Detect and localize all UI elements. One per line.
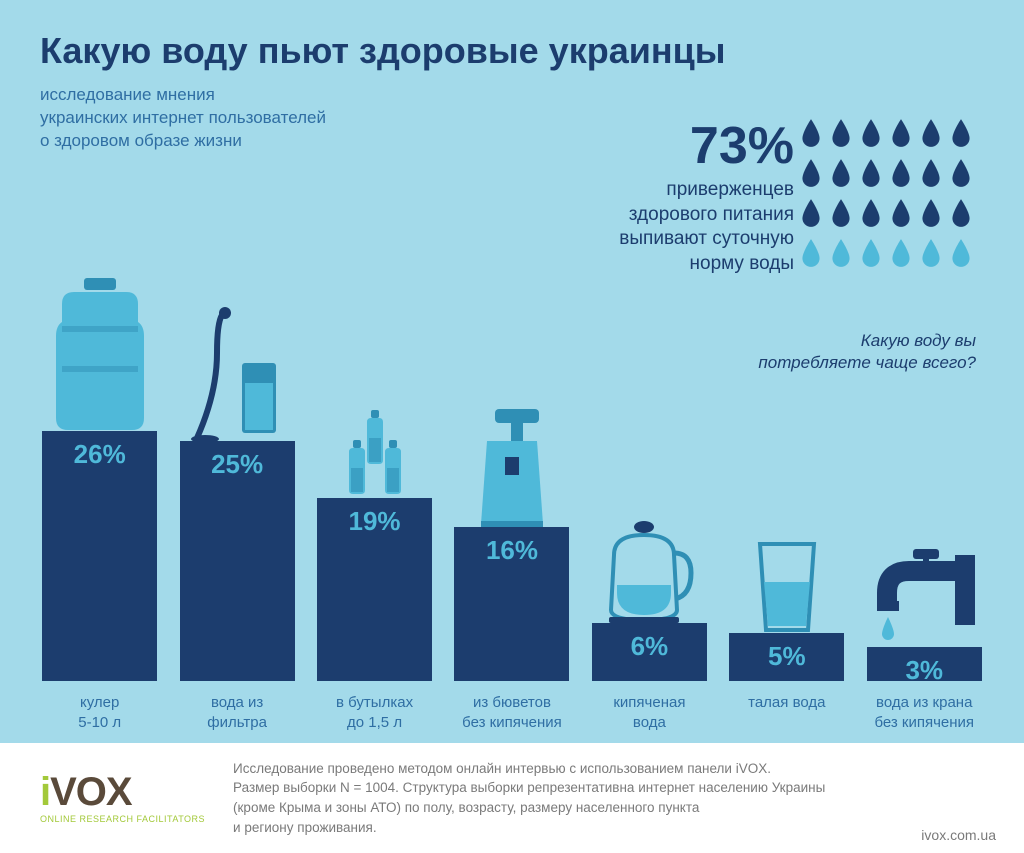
drop-icon (920, 198, 946, 234)
drop-icon (950, 158, 976, 194)
drop-icon (890, 118, 916, 154)
bar-column: 25% вода изфильтра (177, 283, 296, 733)
drop-icon (950, 198, 976, 234)
bottles-icon (315, 340, 434, 500)
bar-label: вода изфильтра (207, 693, 267, 733)
bar-column: 26% кулер5-10 л (40, 273, 159, 733)
jug-icon (40, 273, 159, 433)
bar-value: 26% (74, 431, 126, 470)
bar-value: 5% (768, 633, 806, 672)
bar: 6% (592, 623, 707, 681)
bar: 26% (42, 431, 157, 681)
drop-icon (890, 198, 916, 234)
bar: 25% (180, 441, 295, 681)
footer-url: ivox.com.ua (921, 827, 996, 843)
drop-icon (860, 158, 886, 194)
stat-percent: 73% (534, 120, 794, 172)
bar: 5% (729, 633, 844, 681)
logo-subtitle: ONLINE RESEARCH FACILITATORS (40, 814, 205, 824)
bar: 3% (867, 647, 982, 681)
bar-value: 19% (349, 498, 401, 537)
bar-label: вода из кранабез кипячения (874, 693, 974, 733)
bar-label: талая вода (748, 693, 825, 733)
bar-column: 3% вода из кранабез кипячения (865, 489, 984, 733)
footer: iVOX ONLINE RESEARCH FACILITATORS Исслед… (0, 743, 1024, 853)
bar-value: 16% (486, 527, 538, 566)
bar-column: 6% кипяченаявода (590, 465, 709, 733)
bar-label: в бутылкахдо 1,5 л (336, 693, 413, 733)
bar-label: кулер5-10 л (78, 693, 121, 733)
glass-icon (727, 475, 846, 635)
logo-vox: VOX (50, 770, 131, 814)
bar-column: 5% талая вода (727, 475, 846, 733)
infographic-panel: Какую воду пьют здоровые украинцы исслед… (0, 0, 1024, 743)
bar: 19% (317, 498, 432, 681)
drop-icon (830, 198, 856, 234)
drop-icon (830, 158, 856, 194)
bar-label: кипяченаявода (613, 693, 685, 733)
bar-column: 16% из бюветовбез кипячения (452, 369, 571, 733)
bar-value: 3% (905, 647, 943, 686)
drop-icon (860, 118, 886, 154)
pump-icon (452, 369, 571, 529)
drop-icon (800, 118, 826, 154)
bar-label: из бюветовбез кипячения (462, 693, 562, 733)
drop-icon (920, 118, 946, 154)
filter-icon (177, 283, 296, 443)
bar-value: 6% (631, 623, 669, 662)
bar-column: 19% в бутылкахдо 1,5 л (315, 340, 434, 733)
bar-value: 25% (211, 441, 263, 480)
page-title: Какую воду пьют здоровые украинцы (40, 30, 984, 72)
bar: 16% (454, 527, 569, 681)
subtitle: исследование мненияукраинских интернет п… (40, 84, 400, 153)
drop-icon (800, 158, 826, 194)
drop-icon (800, 198, 826, 234)
footer-text: Исследование проведено методом онлайн ин… (233, 759, 984, 837)
tap-icon (865, 489, 984, 649)
drop-icon (860, 198, 886, 234)
drop-icon (950, 118, 976, 154)
drop-icon (920, 158, 946, 194)
bar-chart: 26% кулер5-10 л 25% вода изфильтра 19% в буты… (40, 233, 984, 733)
drop-icon (890, 158, 916, 194)
kettle-icon (590, 465, 709, 625)
drop-icon (830, 118, 856, 154)
logo-text: iVOX (40, 772, 132, 812)
logo-i: i (40, 770, 50, 814)
logo: iVOX ONLINE RESEARCH FACILITATORS (40, 772, 205, 824)
